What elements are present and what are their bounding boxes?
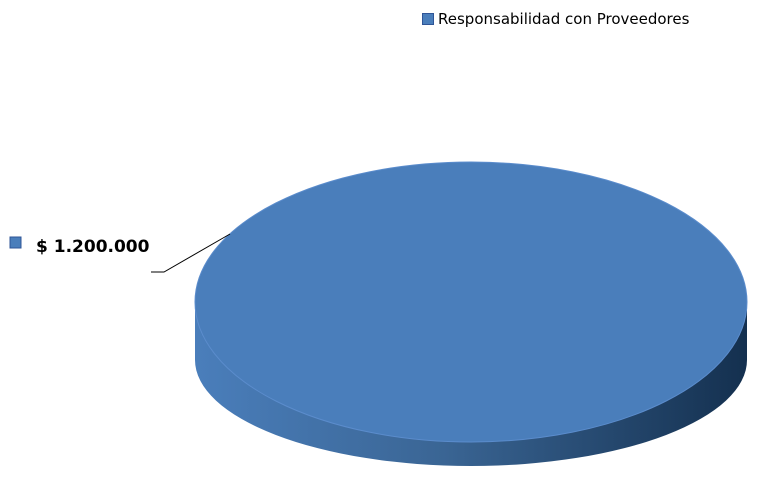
pie-slice-side [195, 302, 747, 466]
leader-line [151, 233, 231, 273]
pie-slice-group [194, 161, 748, 466]
legend-label: Responsabilidad con Proveedores [438, 10, 690, 28]
data-label-swatch [9, 236, 22, 249]
legend-swatch [422, 13, 434, 25]
pie-slice-top [194, 161, 748, 443]
chart-legend: Responsabilidad con Proveedores [422, 10, 689, 28]
data-label-value: $ 1.200.000 [36, 237, 150, 257]
